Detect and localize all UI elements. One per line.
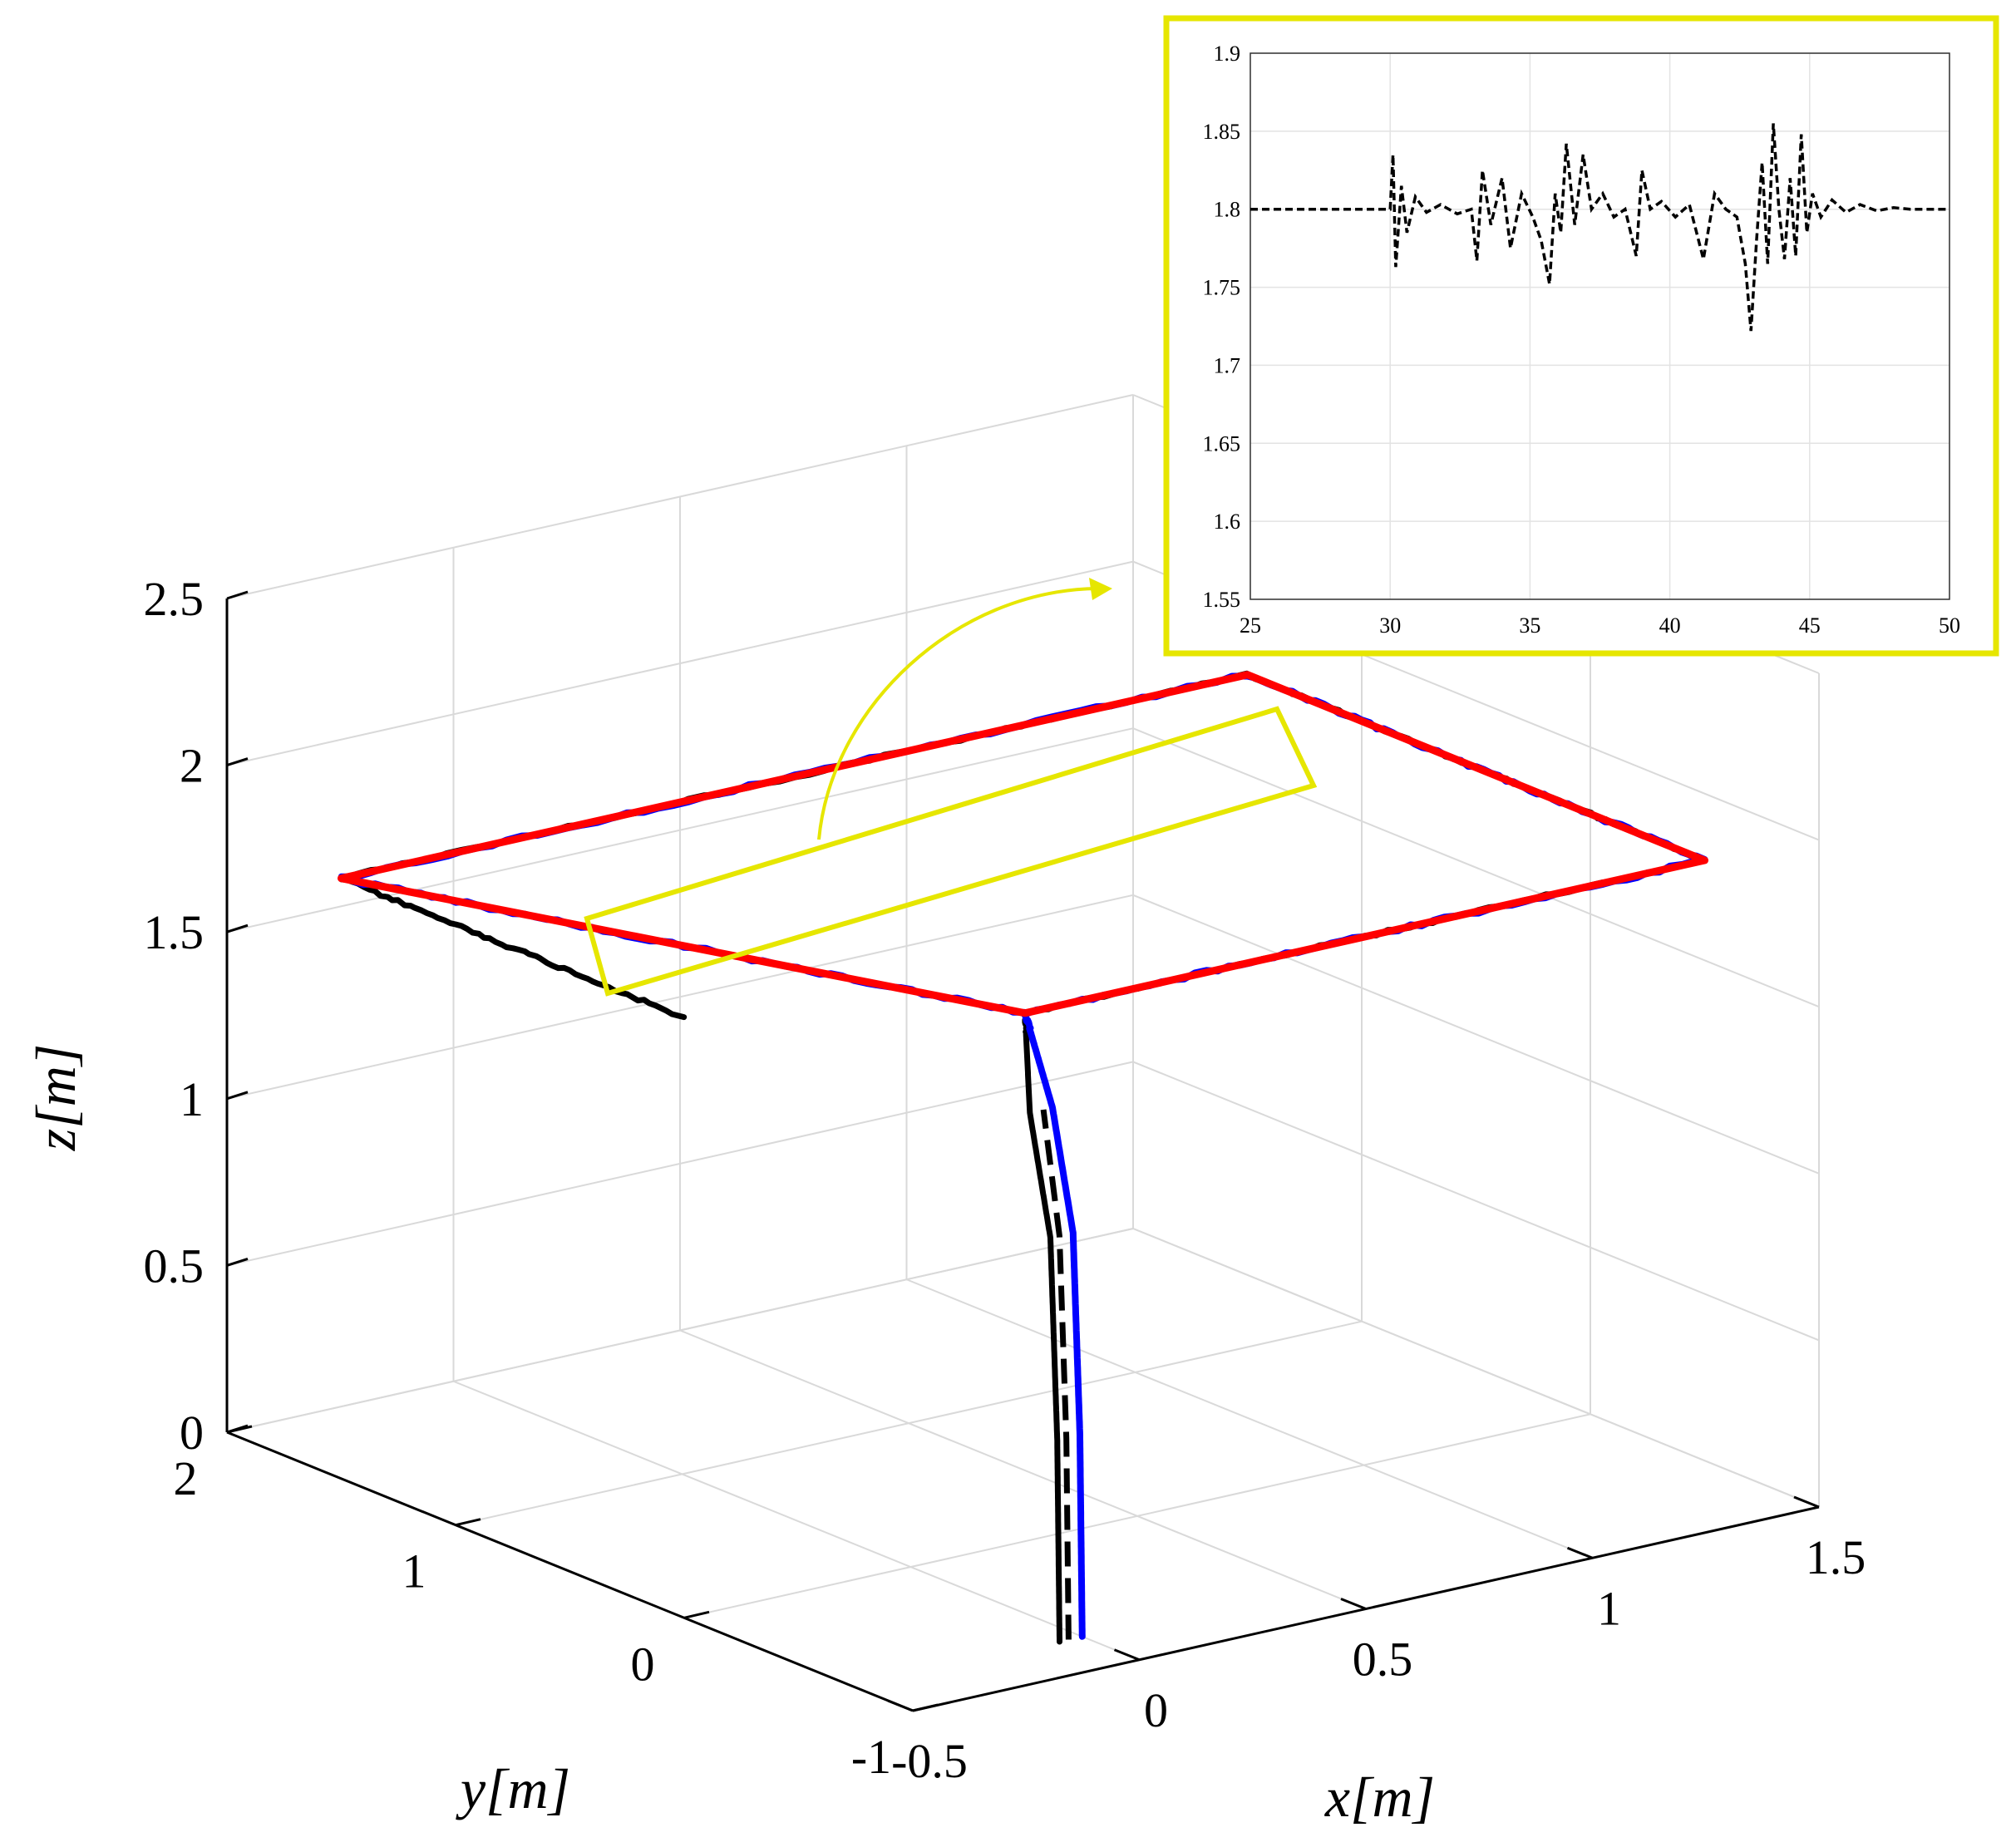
inset-plot-box xyxy=(1250,52,1950,600)
y-axis-line xyxy=(226,1431,914,1712)
grid-line-floor-x xyxy=(453,1380,1140,1661)
x-tick-mark xyxy=(1793,1495,1820,1509)
inset-chart: 25 30 35 40 45 50 1.55 1.6 1.65 1.7 1.75 1.8 1.85 1.9 xyxy=(1163,15,1999,657)
x-tick-label: 0 xyxy=(1144,1683,1168,1737)
grid-line-floor-y xyxy=(455,1320,1363,1526)
inset-frame xyxy=(1163,15,1999,657)
x-tick-label: 1 xyxy=(1597,1581,1621,1635)
grid-line-floor-y xyxy=(683,1413,1591,1619)
z-tick-label: 0.5 xyxy=(144,1239,205,1293)
x-tick-label: 1.5 xyxy=(1806,1530,1866,1584)
inset-y-tick-label: 1.75 xyxy=(1203,276,1241,300)
z-tick-mark xyxy=(226,757,249,767)
label-layer: x[m] y[m] z[m] xyxy=(24,1044,1435,1829)
inset-series-z-height xyxy=(1250,123,1949,332)
z-tick-mark xyxy=(226,1424,249,1434)
x-tick-mark xyxy=(1340,1598,1367,1610)
inset-axes: 25 30 35 40 45 50 1.55 1.6 1.65 1.7 1.75 1.8 1.85 1.9 xyxy=(1203,42,1961,638)
x-tick-mark xyxy=(1113,1648,1141,1662)
inset-x-tick-label: 45 xyxy=(1799,613,1821,638)
z-axis-label: z[m] xyxy=(24,1044,87,1152)
y-axis-label: y[m] xyxy=(456,1757,570,1820)
y-tick-mark xyxy=(455,1518,481,1527)
y-tick-label: 0 xyxy=(631,1637,655,1691)
inset-y-tick-label: 1.55 xyxy=(1203,588,1241,612)
z-tick-label: 0 xyxy=(180,1406,204,1460)
z-tick-mark xyxy=(226,924,249,933)
y-tick-mark xyxy=(683,1610,710,1619)
series-tracking-blue xyxy=(338,672,1708,1640)
z-tick-label: 1 xyxy=(180,1072,204,1126)
highlight-layer xyxy=(584,578,1318,997)
inset-x-tick-label: 50 xyxy=(1939,613,1960,638)
inset-x-tick-label: 30 xyxy=(1379,613,1401,638)
z-tick-label: 2.5 xyxy=(144,572,205,626)
z-tick-mark xyxy=(226,590,249,600)
series-projection-black xyxy=(338,670,1708,1645)
y-tick-label: 1 xyxy=(402,1544,426,1598)
grid-line-backwall-z xyxy=(226,727,1134,933)
inset-x-tick-label: 25 xyxy=(1240,613,1261,638)
grid-line-sidewall-z xyxy=(1132,727,1820,1008)
y-tick-mark xyxy=(912,1703,939,1712)
zoom-arrow-head xyxy=(1089,578,1112,600)
grid-line-sidewall-z xyxy=(1132,1228,1820,1508)
z-tick-label: 2 xyxy=(180,739,204,793)
grid-line-backwall-z xyxy=(226,1061,1134,1267)
series-climb-dashed xyxy=(1040,1109,1072,1640)
inset-x-tick-label: 35 xyxy=(1519,613,1540,638)
zoom-highlight-box xyxy=(584,706,1318,997)
grid-line-backwall-z xyxy=(226,894,1134,1100)
grid-line-floor-x xyxy=(679,1329,1367,1610)
z-tick-mark xyxy=(226,1091,249,1101)
grid-line-backwall-z xyxy=(226,560,1134,766)
x-tick-mark xyxy=(1566,1546,1594,1559)
x-tick-label: -0.5 xyxy=(891,1734,968,1788)
inset-y-tick-label: 1.9 xyxy=(1214,42,1241,66)
y-tick-label: -1 xyxy=(851,1730,891,1784)
x-axis-label: x[m] xyxy=(1324,1766,1435,1829)
y-tick-label: 2 xyxy=(174,1451,198,1505)
series-layer xyxy=(338,670,1708,1645)
inset-series xyxy=(1250,123,1949,332)
inset-y-tick-label: 1.6 xyxy=(1214,510,1241,534)
grid-line-sidewall-z xyxy=(1132,1061,1820,1342)
inset-y-tick-label: 1.8 xyxy=(1214,198,1241,222)
series-reference xyxy=(338,671,1708,1017)
z-tick-label: 1.5 xyxy=(144,905,205,959)
inset-y-tick-label: 1.65 xyxy=(1203,431,1241,456)
grid-line-floor-x xyxy=(906,1278,1593,1559)
grid-line-backwall-z xyxy=(226,394,1134,599)
inset-x-tick-label: 40 xyxy=(1659,613,1681,638)
inset-y-tick-label: 1.85 xyxy=(1203,120,1241,144)
z-tick-mark xyxy=(226,1257,249,1267)
inset-y-tick-label: 1.7 xyxy=(1214,353,1241,377)
grid-line-sidewall-z xyxy=(1132,894,1820,1175)
x-tick-mark xyxy=(887,1699,914,1712)
zoom-arrow xyxy=(817,587,1098,840)
x-tick-label: 0.5 xyxy=(1353,1633,1413,1687)
grid-line-backwall-z xyxy=(226,1228,1134,1433)
